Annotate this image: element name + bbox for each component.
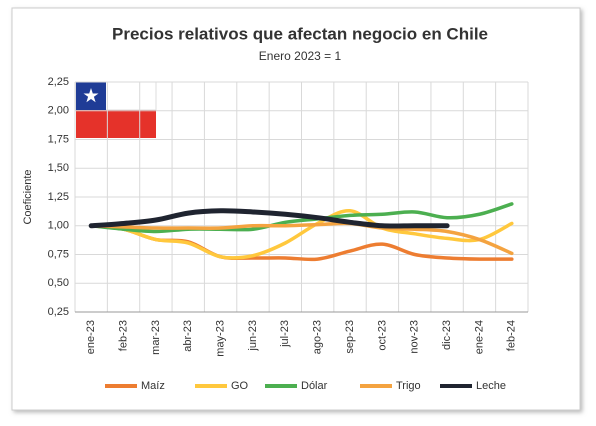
x-tick-label: jul-23 — [279, 320, 291, 348]
x-tick-label: ene-23 — [85, 320, 97, 354]
legend-label: Trigo — [396, 380, 421, 392]
legend-label: Maíz — [141, 380, 165, 392]
flag-red — [76, 110, 156, 138]
y-tick-label: 1,25 — [48, 191, 69, 203]
series-line — [89, 202, 514, 234]
x-tick-label: oct-23 — [376, 320, 388, 351]
x-tick-label: sep-23 — [344, 320, 356, 354]
x-tick-label: may-23 — [215, 320, 227, 357]
y-tick-label: 1,75 — [48, 133, 69, 145]
x-tick-label: feb-24 — [506, 320, 518, 351]
chart-subtitle: Enero 2023 = 1 — [259, 49, 342, 63]
x-tick-label: abr-23 — [182, 320, 194, 352]
frame — [11, 7, 581, 411]
y-tick-label: 1,50 — [48, 162, 69, 174]
x-tick-label: mar-23 — [150, 320, 162, 355]
legend-label: Leche — [476, 380, 506, 392]
x-tick-label: jun-23 — [247, 320, 259, 352]
series-line — [89, 209, 514, 260]
y-tick-label: 2,25 — [48, 76, 69, 88]
chart-title: Precios relativos que afectan negocio en… — [112, 24, 488, 43]
flag-star — [83, 88, 99, 103]
x-tick-label: ago-23 — [312, 320, 324, 354]
y-axis-title: Coeficiente — [22, 169, 34, 224]
flag — [75, 81, 157, 138]
x-tick-label: dic-23 — [441, 320, 453, 350]
legend-label: Dólar — [301, 380, 328, 392]
legend-label: GO — [231, 380, 249, 392]
x-tick-label: feb-23 — [117, 320, 129, 351]
y-tick-label: 1,00 — [48, 220, 69, 232]
x-tick-label: ene-24 — [473, 320, 485, 354]
y-tick-label: 2,00 — [48, 105, 69, 117]
y-tick-label: 0,75 — [48, 248, 69, 260]
y-tick-label: 0,50 — [48, 277, 69, 289]
y-tick-label: 0,25 — [48, 306, 69, 318]
series-line — [88, 208, 450, 229]
x-tick-label: nov-23 — [409, 320, 421, 354]
series-line — [89, 221, 514, 256]
